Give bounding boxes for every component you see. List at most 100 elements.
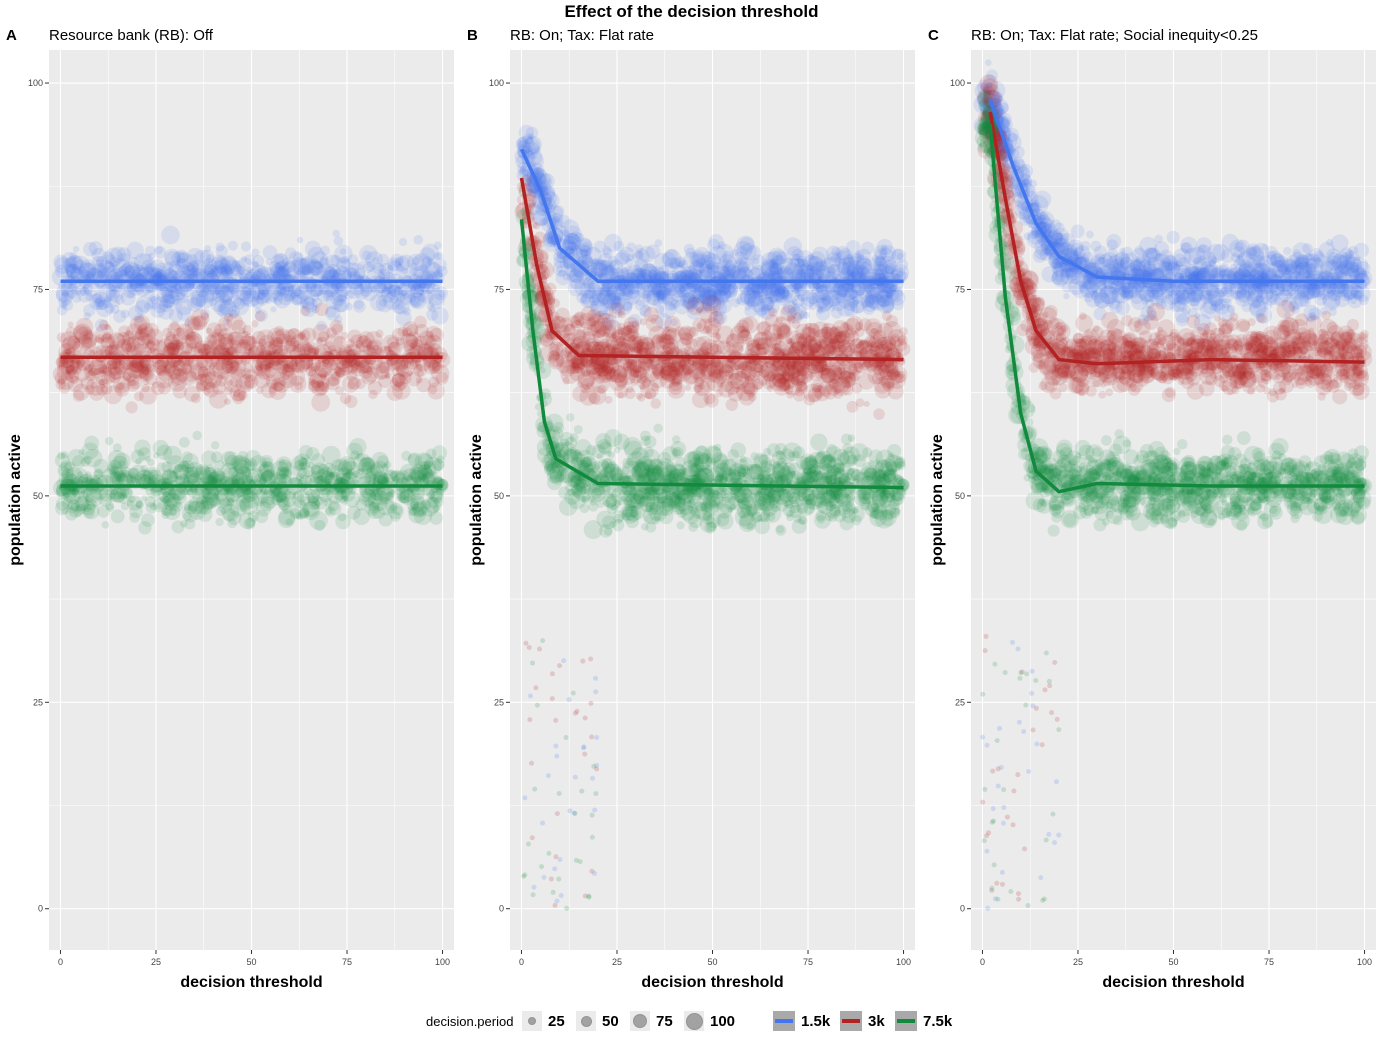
scatter-point [242, 324, 253, 336]
scatter-point [259, 454, 274, 469]
scatter-point [152, 270, 163, 281]
scatter-point [323, 369, 342, 387]
scatter-point [408, 463, 428, 483]
scatter-point [192, 267, 206, 281]
scatter-point [191, 290, 207, 307]
scatter-point-outlier [522, 795, 528, 801]
scatter-point [409, 284, 424, 299]
scatter-point [216, 374, 224, 382]
scatter-point [687, 299, 695, 307]
scatter-point [208, 297, 218, 307]
scatter-point [681, 362, 694, 375]
scatter-point [321, 462, 337, 478]
scatter-point [176, 252, 194, 269]
scatter-point [400, 474, 419, 493]
scatter-point [345, 338, 356, 348]
scatter-point [391, 377, 399, 386]
scatter-point [737, 261, 750, 275]
scatter-point [255, 364, 271, 380]
scatter-point [150, 268, 162, 280]
scatter-point [272, 484, 292, 503]
scatter-point [707, 256, 714, 263]
scatter-point [353, 267, 366, 281]
scatter-point [200, 372, 217, 390]
scatter-point [233, 297, 246, 310]
scatter-point [852, 299, 859, 306]
scatter-point [327, 374, 340, 386]
scatter-point [288, 250, 304, 267]
scatter-point [252, 287, 270, 305]
scatter-point [247, 467, 264, 484]
scatter-point [346, 343, 362, 359]
scatter-point [409, 267, 418, 276]
scatter-point [106, 344, 118, 356]
scatter-point [751, 284, 768, 301]
scatter-point [200, 496, 215, 511]
scatter-point [305, 281, 317, 293]
scatter-point [218, 333, 235, 351]
scatter-point [209, 264, 229, 283]
scatter-point [227, 518, 237, 529]
scatter-point [252, 254, 265, 267]
scatter-point [290, 333, 310, 353]
scatter-point-outlier [541, 874, 547, 880]
scatter-point [223, 385, 233, 395]
scatter-point [87, 267, 100, 281]
scatter-point [75, 497, 89, 511]
scatter-point [292, 340, 301, 348]
scatter-point [252, 261, 259, 268]
scatter-point [761, 262, 776, 277]
scatter-point [208, 472, 220, 484]
scatter-point [390, 478, 399, 487]
scatter-point [254, 357, 270, 373]
scatter-point [293, 258, 312, 277]
scatter-point [104, 323, 111, 331]
scatter-point [240, 286, 247, 293]
scatter-point [367, 505, 382, 520]
scatter-point [402, 468, 417, 482]
scatter-point [406, 475, 413, 482]
scatter-point [701, 294, 719, 312]
scatter-point [195, 382, 206, 393]
scatter-point [340, 466, 350, 476]
scatter-point [329, 319, 344, 334]
scatter-point [695, 260, 703, 268]
scatter-point [163, 248, 181, 266]
scatter-point [301, 264, 312, 276]
scatter-point [96, 256, 108, 268]
scatter-point [423, 463, 431, 470]
scatter-point [235, 469, 253, 487]
scatter-point [162, 299, 173, 309]
scatter-point [847, 283, 854, 290]
scatter-point [230, 260, 247, 277]
scatter-point [833, 280, 851, 297]
scatter-point [417, 467, 435, 485]
scatter-point [396, 310, 412, 327]
scatter-point [118, 264, 135, 281]
scatter-point [574, 248, 592, 266]
scatter-point [383, 282, 393, 292]
scatter-point [73, 509, 82, 517]
scatter-point [138, 322, 154, 338]
scatter-point [305, 278, 325, 297]
scatter-point [796, 250, 814, 268]
scatter-point [161, 469, 178, 486]
scatter-point [216, 487, 235, 507]
scatter-point [549, 342, 556, 349]
scatter-point [362, 250, 372, 261]
scatter-point [307, 365, 327, 385]
scatter-point [83, 312, 92, 320]
scatter-point [297, 468, 308, 479]
scatter-point [238, 373, 256, 390]
scatter-point [775, 286, 790, 300]
scatter-point [780, 304, 797, 322]
scatter-point [283, 359, 298, 373]
scatter-point [340, 258, 351, 270]
scatter-point [335, 281, 346, 291]
scatter-point [326, 485, 344, 504]
scatter-point [302, 486, 313, 496]
panel-letter: A [6, 27, 17, 44]
scatter-point [112, 271, 121, 280]
scatter-point [427, 360, 441, 374]
scatter-point [234, 461, 244, 471]
